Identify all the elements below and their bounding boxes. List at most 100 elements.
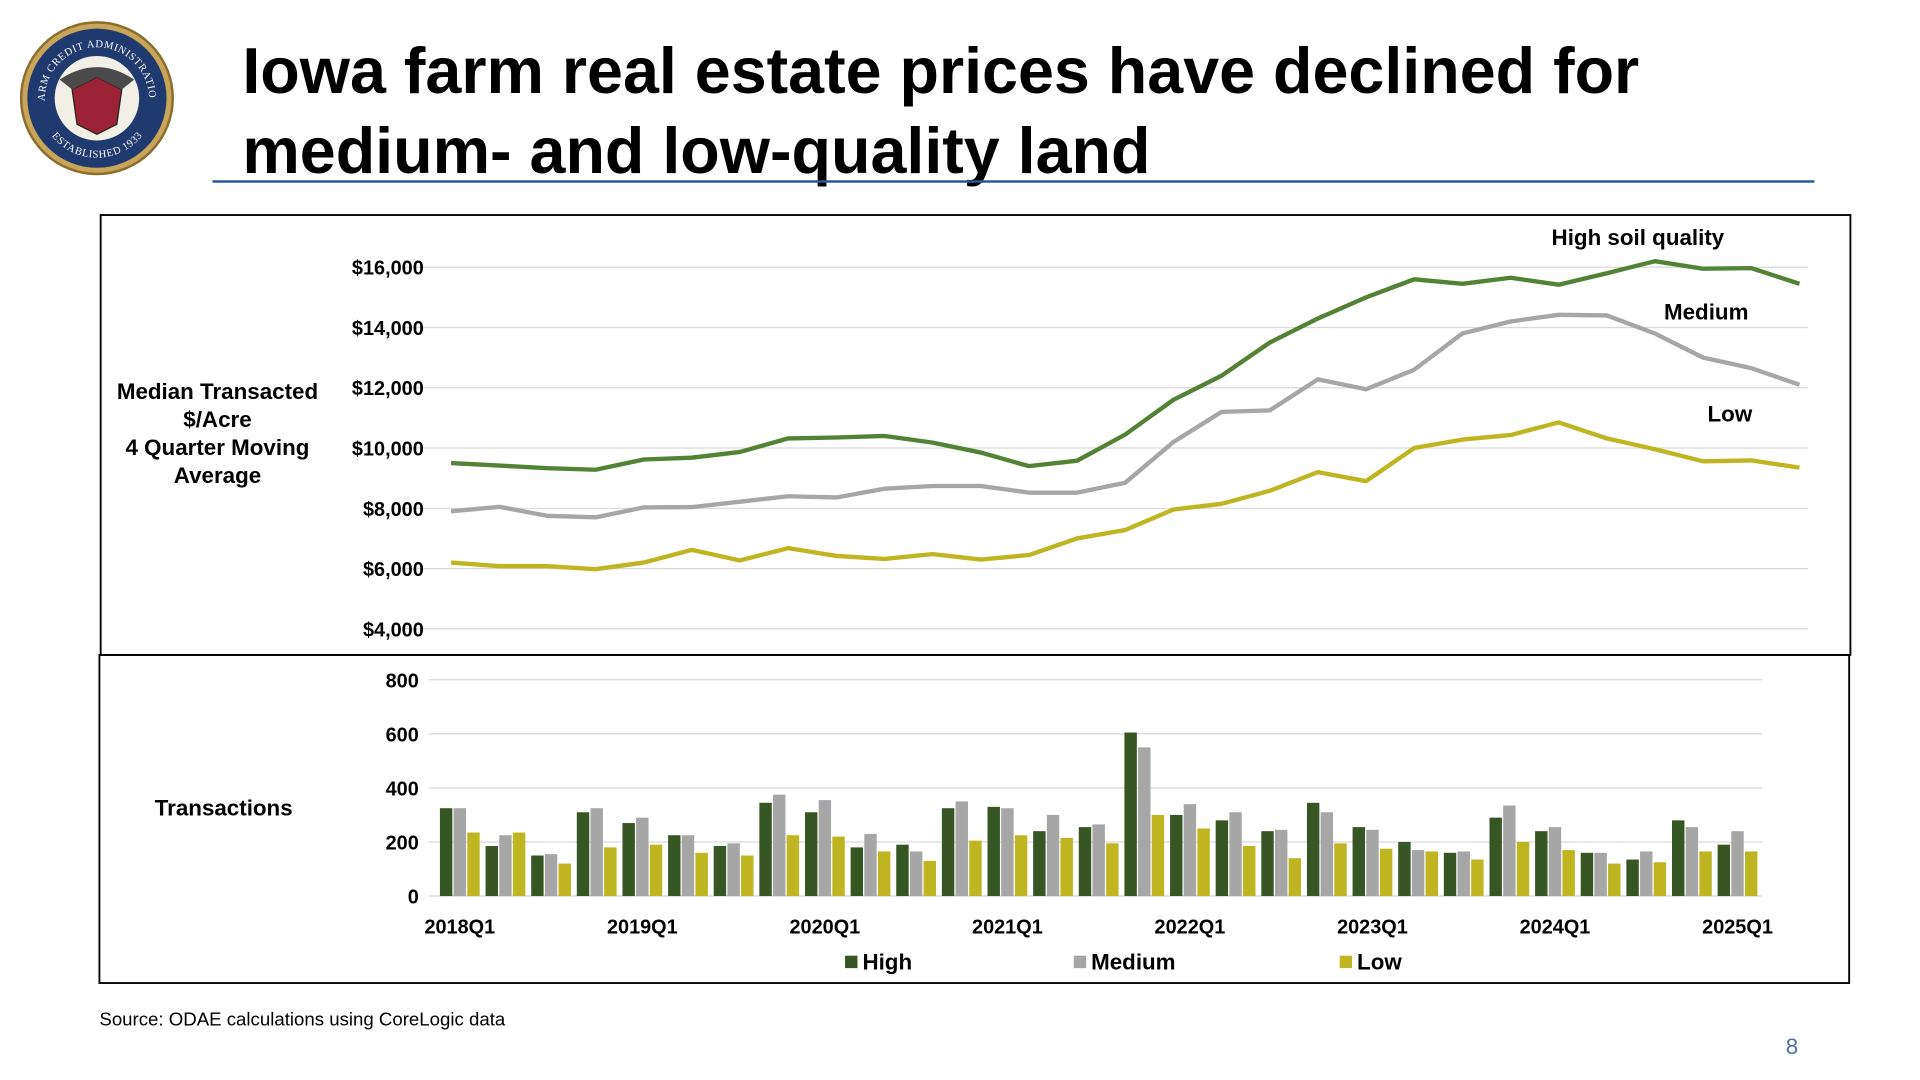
bar	[1046, 814, 1060, 897]
y-axis-label: 4 Quarter Moving	[126, 435, 310, 460]
legend-label: Low	[1357, 949, 1402, 974]
x-tick-label: 2021Q1	[972, 916, 1043, 938]
bar	[1124, 732, 1137, 897]
bar	[1306, 802, 1320, 897]
bar	[969, 840, 982, 897]
series-label: Medium	[1664, 299, 1748, 324]
title-line: medium- and low-quality land	[242, 115, 1150, 187]
bar	[1092, 824, 1105, 897]
bar	[804, 812, 818, 897]
bar	[1580, 852, 1594, 897]
bar	[668, 835, 681, 897]
y-tick-label: $6,000	[363, 559, 424, 581]
x-tick-label: 2019Q1	[607, 916, 678, 938]
legend-swatch	[845, 955, 858, 969]
bar	[1516, 841, 1530, 897]
bar	[1731, 831, 1744, 897]
x-tick-label: 2024Q1	[1520, 916, 1591, 938]
bar	[818, 800, 832, 897]
bar	[558, 863, 571, 897]
x-tick-label: 2020Q1	[789, 916, 860, 938]
bar	[1443, 852, 1457, 897]
bar	[1717, 844, 1731, 897]
bar	[1060, 837, 1073, 897]
source-note: Source: ODAE calculations using CoreLogi…	[99, 1008, 505, 1029]
bar	[467, 832, 480, 897]
y-tick-label: $4,000	[363, 619, 424, 641]
y-axis-label: Average	[174, 463, 261, 488]
page-number: 8	[1786, 1034, 1798, 1059]
x-tick-label: 2022Q1	[1155, 916, 1226, 938]
bar	[1548, 827, 1562, 897]
bar	[727, 843, 740, 897]
y-tick-label: 800	[386, 670, 419, 692]
bar	[1685, 827, 1699, 897]
bar	[649, 844, 663, 897]
logo: FARM CREDIT ADMINISTRATION ESTABLISHED 1…	[0, 0, 174, 176]
bar	[1471, 859, 1484, 897]
bar	[1014, 835, 1028, 897]
y-tick-label: $14,000	[352, 318, 424, 340]
legend-label: High	[862, 949, 912, 974]
bar	[604, 847, 617, 897]
bar	[1535, 831, 1548, 897]
bar	[1594, 852, 1607, 897]
bar	[622, 823, 635, 897]
title-line: Iowa farm real estate prices have declin…	[242, 35, 1639, 107]
bar	[713, 846, 727, 897]
bar	[955, 801, 968, 897]
bar	[1366, 829, 1379, 897]
bar	[1503, 805, 1516, 897]
bar	[485, 846, 498, 897]
bar	[923, 860, 937, 897]
bar	[1744, 851, 1758, 897]
bar-chart-frame	[98, 654, 1851, 984]
x-tick-label: 2023Q1	[1337, 916, 1408, 938]
bar	[1197, 828, 1210, 897]
bar	[590, 808, 603, 897]
bar	[941, 808, 955, 897]
bar	[1288, 858, 1302, 897]
y-tick-label: 0	[408, 886, 419, 908]
bar	[759, 802, 772, 897]
bar	[1001, 808, 1014, 897]
legend-label: Medium	[1091, 949, 1175, 974]
bar	[909, 851, 923, 897]
bar	[1562, 850, 1575, 897]
charts: $4,000 $6,000 $8,000 $10,000 $12,000 $14,000 $…	[117, 225, 1809, 974]
bar	[576, 812, 590, 897]
series-line	[450, 420, 1800, 572]
bar	[1411, 850, 1425, 897]
bar	[832, 836, 845, 897]
legend-swatch	[1339, 955, 1353, 969]
bar	[1379, 848, 1393, 897]
y-axis-label: Transactions	[155, 795, 293, 820]
y-tick-label: $10,000	[352, 438, 424, 460]
y-tick-label: $12,000	[352, 378, 424, 400]
bar	[1672, 820, 1685, 897]
y-axis-label: $/Acre	[183, 407, 251, 432]
series-label: High soil quality	[1552, 225, 1725, 250]
bar	[877, 851, 891, 897]
bar	[544, 854, 558, 897]
bar	[1151, 814, 1165, 897]
y-tick-label: 200	[386, 832, 419, 854]
bar	[1229, 812, 1242, 897]
bar	[1243, 846, 1256, 897]
bar	[786, 835, 800, 897]
bar	[1425, 851, 1438, 897]
bar	[1334, 843, 1347, 897]
bar	[439, 808, 453, 897]
legend-swatch	[1073, 955, 1087, 969]
x-tick-label: 2025Q1	[1702, 916, 1773, 938]
bar	[531, 855, 544, 897]
bar	[1261, 831, 1274, 897]
bar	[896, 844, 909, 897]
bar	[499, 835, 512, 897]
y-tick-label: $16,000	[352, 258, 424, 280]
bar	[1626, 859, 1639, 897]
y-tick-label: 600	[386, 724, 419, 746]
bar	[1033, 831, 1046, 897]
bar	[1320, 812, 1334, 897]
